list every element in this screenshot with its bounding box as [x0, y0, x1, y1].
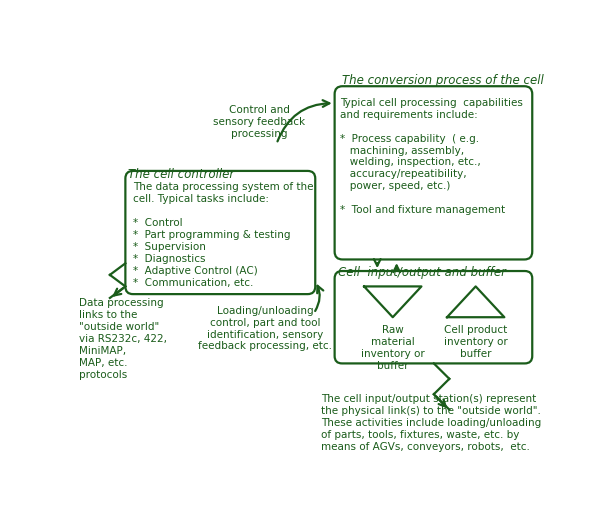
- Text: MiniMAP,: MiniMAP,: [79, 346, 126, 356]
- Text: The cell controller: The cell controller: [128, 168, 234, 181]
- Text: *  Supervision: * Supervision: [133, 242, 206, 252]
- Text: The data processing system of the: The data processing system of the: [133, 183, 314, 193]
- FancyBboxPatch shape: [125, 171, 315, 294]
- Text: means of AGVs, conveyors, robots,  etc.: means of AGVs, conveyors, robots, etc.: [322, 442, 530, 452]
- Text: buffer: buffer: [460, 349, 491, 359]
- Text: The cell input/output station(s) represent: The cell input/output station(s) represe…: [322, 394, 537, 404]
- Text: Loading/unloading: Loading/unloading: [217, 306, 313, 316]
- Text: links to the: links to the: [79, 310, 137, 320]
- Text: control, part and tool: control, part and tool: [209, 318, 320, 328]
- Text: inventory or: inventory or: [361, 349, 425, 359]
- Text: Data processing: Data processing: [79, 298, 163, 308]
- Text: power, speed, etc.): power, speed, etc.): [340, 181, 451, 191]
- Text: accuracy/repeatibility,: accuracy/repeatibility,: [340, 169, 467, 179]
- Text: inventory or: inventory or: [444, 337, 508, 347]
- FancyBboxPatch shape: [335, 271, 532, 363]
- Text: *  Tool and fixture management: * Tool and fixture management: [340, 205, 505, 215]
- Text: Raw: Raw: [382, 325, 404, 335]
- Text: feedback processing, etc.: feedback processing, etc.: [198, 341, 332, 351]
- Text: *  Adaptive Control (AC): * Adaptive Control (AC): [133, 266, 258, 276]
- FancyBboxPatch shape: [335, 86, 532, 259]
- Text: machining, assembly,: machining, assembly,: [340, 146, 464, 156]
- Text: via RS232c, 422,: via RS232c, 422,: [79, 334, 167, 344]
- Text: These activities include loading/unloading: These activities include loading/unloadi…: [322, 418, 542, 428]
- Text: Cell  input/output and buffer: Cell input/output and buffer: [338, 266, 506, 279]
- Text: Cell product: Cell product: [444, 325, 508, 335]
- Text: identification, sensory: identification, sensory: [207, 330, 323, 340]
- Text: buffer: buffer: [377, 361, 409, 371]
- Text: The conversion process of the cell: The conversion process of the cell: [343, 74, 544, 87]
- Text: welding, inspection, etc.,: welding, inspection, etc.,: [340, 157, 481, 167]
- Text: *  Control: * Control: [133, 218, 183, 228]
- Text: material: material: [371, 337, 415, 347]
- Text: Control and: Control and: [229, 106, 290, 116]
- Text: "outside world": "outside world": [79, 322, 159, 332]
- Text: Typical cell processing  capabilities: Typical cell processing capabilities: [340, 98, 523, 108]
- Text: protocols: protocols: [79, 370, 127, 380]
- Text: and requirements include:: and requirements include:: [340, 110, 478, 120]
- Text: processing: processing: [231, 129, 288, 139]
- Text: *  Process capability  ( e.g.: * Process capability ( e.g.: [340, 134, 479, 144]
- Text: MAP, etc.: MAP, etc.: [79, 358, 127, 368]
- Text: sensory feedback: sensory feedback: [214, 117, 305, 127]
- Text: the physical link(s) to the "outside world".: the physical link(s) to the "outside wor…: [322, 406, 541, 416]
- Text: cell. Typical tasks include:: cell. Typical tasks include:: [133, 195, 269, 205]
- Text: *  Communication, etc.: * Communication, etc.: [133, 278, 254, 288]
- Text: *  Part programming & testing: * Part programming & testing: [133, 230, 290, 240]
- Text: *  Diagnostics: * Diagnostics: [133, 254, 206, 264]
- Text: of parts, tools, fixtures, waste, etc. by: of parts, tools, fixtures, waste, etc. b…: [322, 430, 520, 440]
